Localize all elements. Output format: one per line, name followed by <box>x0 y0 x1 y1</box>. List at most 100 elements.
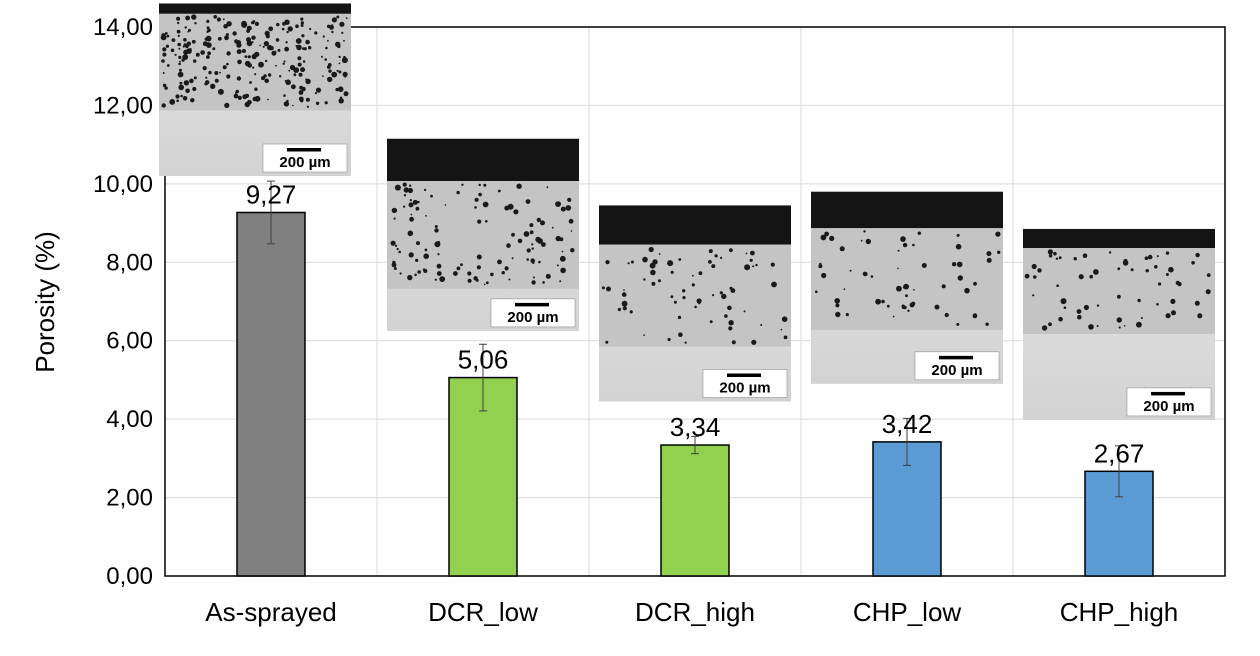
pore <box>511 257 514 260</box>
pore <box>302 47 305 50</box>
pore <box>283 101 290 107</box>
pore <box>749 258 753 262</box>
y-tick-label: 14,00 <box>93 14 153 41</box>
pore <box>1165 313 1171 319</box>
pore <box>395 244 398 247</box>
pore <box>720 256 723 259</box>
pore <box>529 230 534 235</box>
pore <box>259 44 261 47</box>
pore <box>630 260 634 264</box>
scale-bar <box>939 355 973 360</box>
pore <box>682 289 686 293</box>
pore <box>296 44 302 51</box>
pore <box>171 38 176 42</box>
pore <box>177 42 181 47</box>
pore <box>325 46 328 50</box>
pore <box>605 260 610 265</box>
pore <box>342 71 348 77</box>
pore <box>437 253 440 256</box>
pore <box>293 73 297 77</box>
pore <box>161 59 165 63</box>
pore <box>1205 289 1211 295</box>
pore <box>309 27 312 31</box>
pore <box>191 39 196 44</box>
pore <box>262 45 265 48</box>
pore <box>226 21 232 27</box>
pore <box>327 39 329 42</box>
y-tick-label: 10,00 <box>93 171 153 198</box>
pore <box>648 246 654 253</box>
pore <box>497 189 501 193</box>
pore <box>530 258 535 264</box>
pore <box>277 48 281 52</box>
pore <box>485 281 489 285</box>
pore <box>490 272 494 277</box>
pore <box>526 248 531 253</box>
pore <box>461 183 464 186</box>
pore <box>225 33 229 37</box>
pore <box>1147 254 1153 260</box>
pore <box>300 67 306 73</box>
pore <box>162 52 167 57</box>
pore <box>403 194 407 197</box>
pore <box>658 279 661 283</box>
pore <box>264 78 270 84</box>
pore <box>711 264 716 269</box>
pore <box>714 254 718 258</box>
pore <box>944 312 949 318</box>
pore <box>708 260 712 264</box>
pore <box>249 81 252 84</box>
pore <box>731 340 736 345</box>
pore <box>235 89 239 94</box>
pore <box>941 284 946 289</box>
pore <box>1088 324 1094 330</box>
pore <box>331 71 338 78</box>
pore <box>200 50 205 55</box>
pore <box>1083 304 1089 311</box>
pore <box>434 225 438 228</box>
pore <box>957 275 963 281</box>
micrograph-inset: 200 µm <box>387 138 579 331</box>
pore <box>192 86 197 92</box>
pore <box>903 283 909 290</box>
pore <box>430 194 433 198</box>
pore <box>650 269 656 276</box>
pore <box>234 39 239 44</box>
pore <box>437 241 441 244</box>
pore <box>839 246 845 252</box>
pore <box>570 248 575 253</box>
pore <box>254 95 261 102</box>
pore <box>176 29 181 34</box>
pore <box>226 51 231 56</box>
pore <box>815 290 818 294</box>
pore <box>658 253 661 255</box>
pore <box>902 286 905 289</box>
pore <box>423 188 427 192</box>
pore <box>434 278 437 281</box>
pore <box>504 266 509 271</box>
pore <box>417 200 420 204</box>
pore <box>456 190 460 195</box>
pore <box>652 259 658 265</box>
pore <box>212 47 216 51</box>
scale-bar <box>727 373 761 377</box>
pore <box>678 258 682 261</box>
pore <box>264 30 270 36</box>
pore <box>1055 257 1059 260</box>
pore <box>542 281 545 284</box>
pore <box>1140 317 1143 319</box>
pore <box>314 31 318 35</box>
pore <box>206 55 210 59</box>
pore <box>241 49 246 53</box>
pore <box>217 88 224 95</box>
pore <box>298 90 304 95</box>
pore <box>559 237 564 242</box>
pore <box>178 68 182 72</box>
pore <box>305 78 311 85</box>
pore <box>755 263 758 267</box>
pore <box>1168 266 1174 273</box>
pore <box>224 102 230 108</box>
pore <box>781 316 788 323</box>
pore <box>206 42 212 48</box>
bar-dcr-high <box>660 444 730 577</box>
